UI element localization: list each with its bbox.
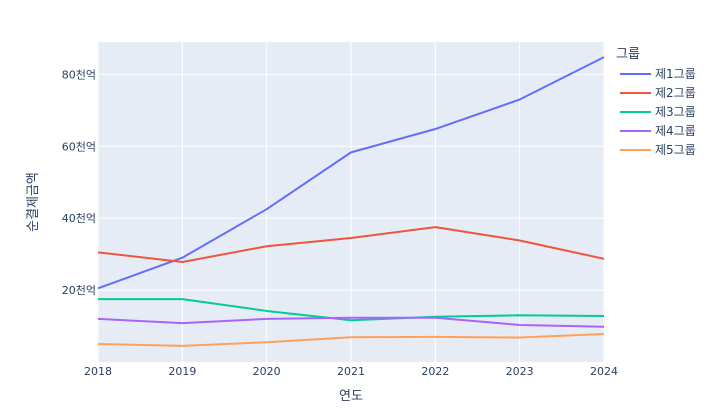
legend-item-label: 제3그룹 <box>655 105 696 119</box>
x-tick-label: 2020 <box>253 365 281 378</box>
x-tick-label: 2019 <box>168 365 196 378</box>
x-tick-label: 2023 <box>506 365 534 378</box>
legend-item-label: 제1그룹 <box>655 67 696 81</box>
legend-title: 그룹 <box>616 47 640 62</box>
y-tick-label: 40천억 <box>62 211 96 225</box>
gridlines <box>97 42 605 362</box>
y-tick-label: 60천억 <box>62 139 96 153</box>
x-tick-label: 2018 <box>84 365 112 378</box>
series-line <box>97 226 605 264</box>
y-axis-title: 순결제금액 <box>26 172 41 232</box>
series-line <box>98 298 605 322</box>
y-tick-label: 80천억 <box>62 67 96 81</box>
x-tick-label: 2024 <box>590 365 618 378</box>
x-axis-ticks: 2018 2019 2020 2021 2022 2023 2024 <box>84 365 618 378</box>
series-line <box>97 316 605 328</box>
legend-item-label: 제2그룹 <box>655 86 696 100</box>
legend-item-label: 제4그룹 <box>655 124 696 138</box>
y-tick-label: 20천억 <box>62 283 96 297</box>
series-lines <box>97 56 605 347</box>
series-line <box>97 332 605 347</box>
x-tick-label: 2021 <box>337 365 365 378</box>
x-axis-title: 연도 <box>339 389 363 404</box>
x-tick-label: 2022 <box>421 365 449 378</box>
legend-item-label: 제5그룹 <box>655 143 696 157</box>
series-line <box>97 56 605 290</box>
y-axis-ticks: 20천억 40천억 60천억 80천억 <box>62 67 96 297</box>
